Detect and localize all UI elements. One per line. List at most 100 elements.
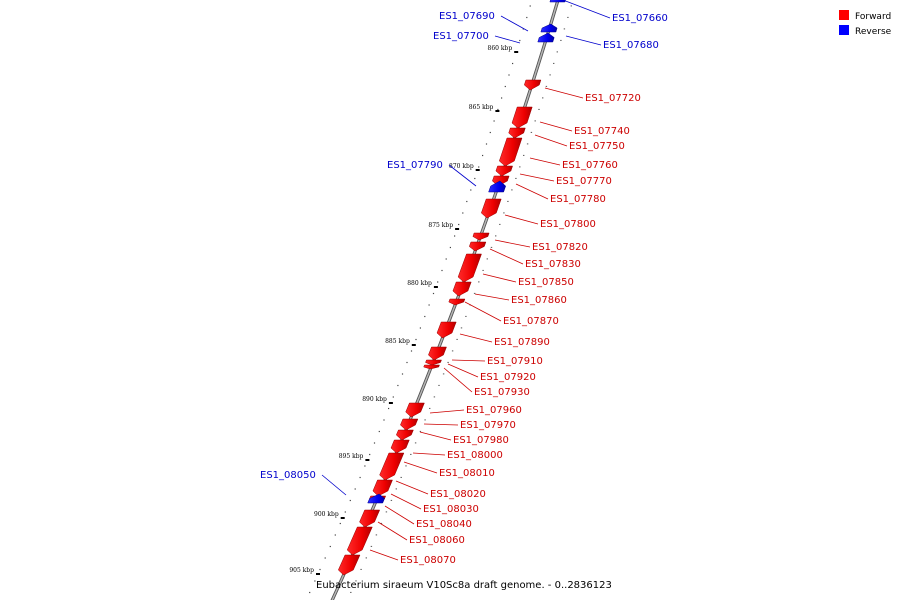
gene-label: ES1_07820: [532, 242, 588, 253]
gene-leader-line: [412, 452, 446, 456]
ruler-dot-minor: [490, 246, 493, 248]
ruler-dot-minor: [365, 557, 367, 559]
legend: Forward Reverse: [839, 10, 892, 37]
tick-label: 895 kbp: [339, 453, 364, 460]
ruler-dot: [466, 200, 468, 203]
ruler-dot-minor: [511, 189, 513, 191]
ruler-dot-minor: [473, 292, 476, 294]
gene-label: ES1_07930: [474, 387, 530, 398]
tick-label: 890 kbp: [362, 396, 387, 403]
gene-label: ES1_07750: [569, 141, 625, 152]
gene-es1_08050: ES1_08050: [260, 470, 385, 504]
gene-label: ES1_08070: [400, 555, 456, 566]
gene-arrow: [457, 253, 482, 283]
gene-es1_08000: ES1_08000: [390, 439, 503, 461]
ruler-dot-minor: [499, 223, 501, 225]
gene-label: ES1_07980: [453, 435, 509, 446]
gene-es1_07690: ES1_07690: [439, 11, 558, 33]
gene-leader-line: [419, 431, 452, 441]
ruler-dot: [419, 327, 421, 329]
ruler-dot-minor: [503, 212, 505, 214]
gene-arrow: [537, 32, 555, 43]
gene-arrow: [511, 106, 533, 129]
gene-es1_07870: ES1_07870: [448, 298, 559, 327]
gene-arrow: [337, 554, 361, 576]
ruler-dot-minor: [542, 97, 544, 99]
gene-leader-line: [519, 173, 555, 182]
tick-mark: [340, 517, 345, 519]
legend-forward-label: Forward: [855, 12, 891, 22]
gene-label: ES1_08040: [416, 519, 472, 530]
ruler-dot-minor: [395, 488, 397, 490]
ruler-dot: [437, 281, 439, 283]
gene-label: ES1_07690: [439, 11, 495, 22]
ruler-dot-minor: [538, 108, 540, 110]
ruler-dot: [489, 131, 491, 134]
ruler-dot: [497, 108, 499, 111]
ruler-dot-minor: [390, 499, 393, 501]
ruler-dot: [359, 476, 361, 479]
ruler-dots: [309, 5, 572, 594]
tick-mark: [365, 459, 370, 461]
ruler-dot: [329, 545, 331, 548]
ruler-dot: [369, 453, 371, 456]
ruler-dot: [462, 212, 464, 214]
ruler-dot: [344, 511, 346, 513]
ruler-dot: [392, 396, 394, 398]
ruler-dot: [529, 5, 531, 7]
gene-leader-line: [500, 15, 529, 32]
gene-arrow: [488, 180, 506, 193]
ruler-dot-minor: [556, 51, 558, 53]
ruler-dot-minor: [482, 269, 484, 271]
ruler-dot-minor: [375, 534, 378, 536]
ruler-dot: [445, 258, 447, 260]
gene-es1_07740: ES1_07740: [511, 106, 630, 137]
ruler-dot-minor: [419, 430, 422, 432]
ruler-dot-minor: [567, 16, 569, 18]
gene-label: ES1_07970: [460, 420, 516, 431]
ruler-dot: [415, 338, 417, 341]
ruler-dot: [410, 350, 413, 352]
gene-es1_08040: ES1_08040: [359, 505, 472, 530]
ruler-dot: [334, 534, 336, 536]
gene-arrow: [436, 321, 457, 339]
gene-leader-line: [384, 505, 415, 525]
gene-leader-line: [529, 157, 561, 166]
gene-es1_07660: ES1_07660: [549, 0, 668, 24]
gene-label: ES1_07740: [574, 126, 630, 137]
gene-leader-line: [429, 409, 465, 414]
gene-es1_07700: ES1_07700: [433, 31, 555, 44]
gene-label: ES1_08060: [409, 535, 465, 546]
gene-es1_08070: ES1_08070: [337, 549, 456, 576]
ruler-dot: [519, 39, 521, 42]
gene-arrow: [379, 452, 405, 481]
legend-reverse-label: Reverse: [855, 27, 892, 37]
ruler-dot-minor: [526, 143, 529, 145]
tick-mark: [475, 169, 480, 171]
gene-label: ES1_07780: [550, 194, 606, 205]
gene-leader-line: [423, 423, 459, 426]
tick-label: 885 kbp: [385, 338, 410, 345]
gene-leader-line: [448, 164, 477, 187]
gene-es1_07680: ES1_07680: [565, 35, 659, 51]
gene-leader-line: [369, 549, 399, 561]
ruler-dot-minor: [442, 373, 445, 375]
gene-label: ES1_08000: [447, 450, 503, 461]
gene-arrow: [540, 23, 558, 33]
tick-mark: [316, 573, 320, 575]
ruler-dot: [478, 166, 480, 168]
ruler-dot: [354, 488, 356, 490]
tick-mark: [455, 228, 460, 230]
ruler-dot-minor: [414, 442, 417, 444]
ruler-dot: [388, 407, 390, 410]
ruler-dot-minor: [370, 545, 373, 547]
gene-arrow: [396, 429, 414, 441]
ruler-dot-minor: [553, 62, 555, 64]
ruler-dot-minor: [486, 258, 488, 260]
gene-arrow: [428, 346, 447, 361]
legend-forward-swatch: [839, 10, 849, 20]
gene-label: ES1_07960: [466, 405, 522, 416]
gene-leader-line: [534, 134, 568, 147]
gene-label: ES1_07890: [494, 337, 550, 348]
ruler-dot-minor: [456, 338, 458, 340]
